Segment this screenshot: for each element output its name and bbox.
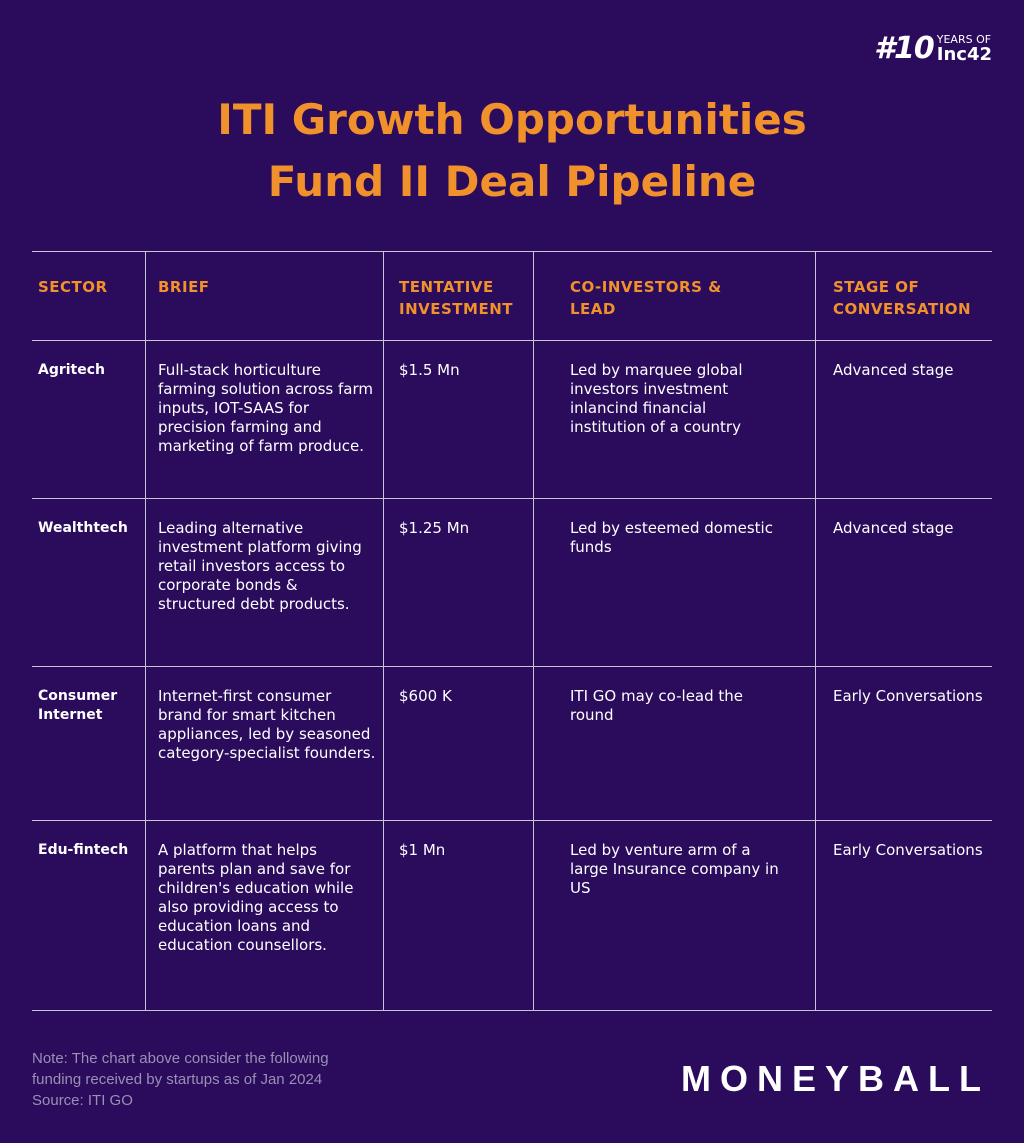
sector-cell: Agritech — [38, 362, 106, 378]
table-cell: $600 K — [399, 687, 452, 705]
column-header: BRIEF — [158, 278, 210, 296]
column-divider — [815, 251, 816, 1010]
brand-logo: MONEYBALL — [681, 1058, 990, 1099]
table-cell: Internet-first consumer brand for smart … — [158, 687, 376, 762]
table-cell: Led by marquee global investors investme… — [570, 361, 743, 436]
column-header: CO-INVESTORS & LEAD — [570, 278, 722, 318]
note-line: Note: The chart above consider the follo… — [32, 1050, 329, 1067]
column-header: TENTATIVE INVESTMENT — [399, 278, 513, 318]
table-cell: $1.5 Mn — [399, 361, 460, 379]
column-divider — [383, 251, 384, 1010]
table-cell: Leading alternative investment platform … — [158, 519, 362, 613]
table-cell: Advanced stage — [833, 519, 954, 537]
row-divider — [32, 340, 992, 341]
column-divider — [145, 251, 146, 1010]
table-cell: ITI GO may co-lead the round — [570, 687, 744, 724]
row-divider — [32, 1010, 992, 1011]
table-cell: Advanced stage — [833, 361, 954, 379]
column-header: SECTOR — [38, 278, 108, 296]
row-divider — [32, 820, 992, 821]
row-divider — [32, 666, 992, 667]
title-line: Fund II Deal Pipeline — [267, 157, 757, 206]
badge-brand: Inc42 — [936, 44, 992, 65]
badge-top: YEARS OF — [936, 33, 992, 46]
table-cell: $1.25 Mn — [399, 519, 470, 537]
note: Note: The chart above consider the follo… — [32, 1048, 329, 1111]
table-cell: Early Conversations — [833, 687, 983, 705]
table-cell: Full-stack horticulture farming solution… — [158, 361, 373, 455]
row-divider — [32, 251, 992, 252]
note-line: Source: ITI GO — [32, 1092, 133, 1109]
badge-side: YEARS OF Inc42 — [937, 34, 992, 64]
note-line: funding received by startups as of Jan 2… — [32, 1071, 323, 1088]
sector-cell: Edu-fintech — [38, 842, 129, 858]
row-divider — [32, 498, 992, 499]
sector-cell: Wealthtech — [38, 520, 128, 536]
table-cell: Led by esteemed domestic funds — [570, 519, 773, 556]
table-cell: A platform that helps parents plan and s… — [158, 841, 354, 954]
table-cell: Early Conversations — [833, 841, 983, 859]
column-header: STAGE OF CONVERSATION — [833, 278, 972, 318]
badge-number: #10 — [874, 31, 935, 66]
table-cell: $1 Mn — [399, 841, 446, 859]
badge: #10 YEARS OF Inc42 — [874, 34, 992, 64]
table-cell: Led by venture arm of a large Insurance … — [570, 841, 779, 897]
title-line: ITI Growth Opportunities — [217, 95, 807, 144]
sector-cell: Consumer Internet — [38, 688, 118, 723]
column-divider — [533, 251, 534, 1010]
